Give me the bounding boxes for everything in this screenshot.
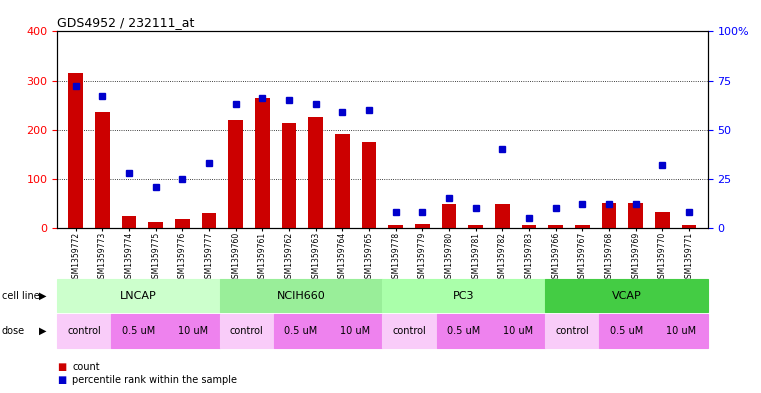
Text: 0.5 uM: 0.5 uM <box>122 326 155 336</box>
Text: 0.5 uM: 0.5 uM <box>610 326 643 336</box>
Bar <box>441 204 457 228</box>
Text: control: control <box>230 326 264 336</box>
Text: 10 uM: 10 uM <box>340 326 371 336</box>
Bar <box>308 118 323 228</box>
Text: cell line: cell line <box>2 291 40 301</box>
Bar <box>202 213 216 228</box>
Text: count: count <box>72 362 100 373</box>
Text: control: control <box>556 326 589 336</box>
Text: 10 uM: 10 uM <box>503 326 533 336</box>
Bar <box>575 226 590 228</box>
Bar <box>335 134 350 228</box>
Bar <box>602 204 616 228</box>
Text: LNCAP: LNCAP <box>120 291 157 301</box>
Bar <box>655 212 670 228</box>
Text: control: control <box>393 326 426 336</box>
Text: ▶: ▶ <box>39 291 46 301</box>
Text: 0.5 uM: 0.5 uM <box>285 326 317 336</box>
Bar <box>388 226 403 228</box>
Bar <box>361 142 377 228</box>
Text: NCIH660: NCIH660 <box>277 291 326 301</box>
Bar <box>629 204 643 228</box>
Bar <box>175 219 189 228</box>
Bar <box>95 112 110 228</box>
Text: PC3: PC3 <box>453 291 475 301</box>
Text: ■: ■ <box>57 362 66 373</box>
Text: 10 uM: 10 uM <box>177 326 208 336</box>
Bar <box>495 204 510 228</box>
Text: control: control <box>67 326 101 336</box>
Bar <box>255 98 269 228</box>
Text: dose: dose <box>2 326 24 336</box>
Bar <box>682 226 696 228</box>
Bar <box>228 120 243 228</box>
Bar <box>549 226 563 228</box>
Text: 10 uM: 10 uM <box>666 326 696 336</box>
Bar <box>68 73 83 228</box>
Bar <box>469 226 483 228</box>
Bar <box>148 222 163 228</box>
Bar <box>282 123 296 228</box>
Text: ■: ■ <box>57 375 66 386</box>
Bar <box>415 224 430 228</box>
Text: GDS4952 / 232111_at: GDS4952 / 232111_at <box>57 16 195 29</box>
Text: 0.5 uM: 0.5 uM <box>447 326 480 336</box>
Bar <box>122 216 136 228</box>
Text: ▶: ▶ <box>39 326 46 336</box>
Text: percentile rank within the sample: percentile rank within the sample <box>72 375 237 386</box>
Text: VCAP: VCAP <box>612 291 642 301</box>
Bar <box>522 226 537 228</box>
